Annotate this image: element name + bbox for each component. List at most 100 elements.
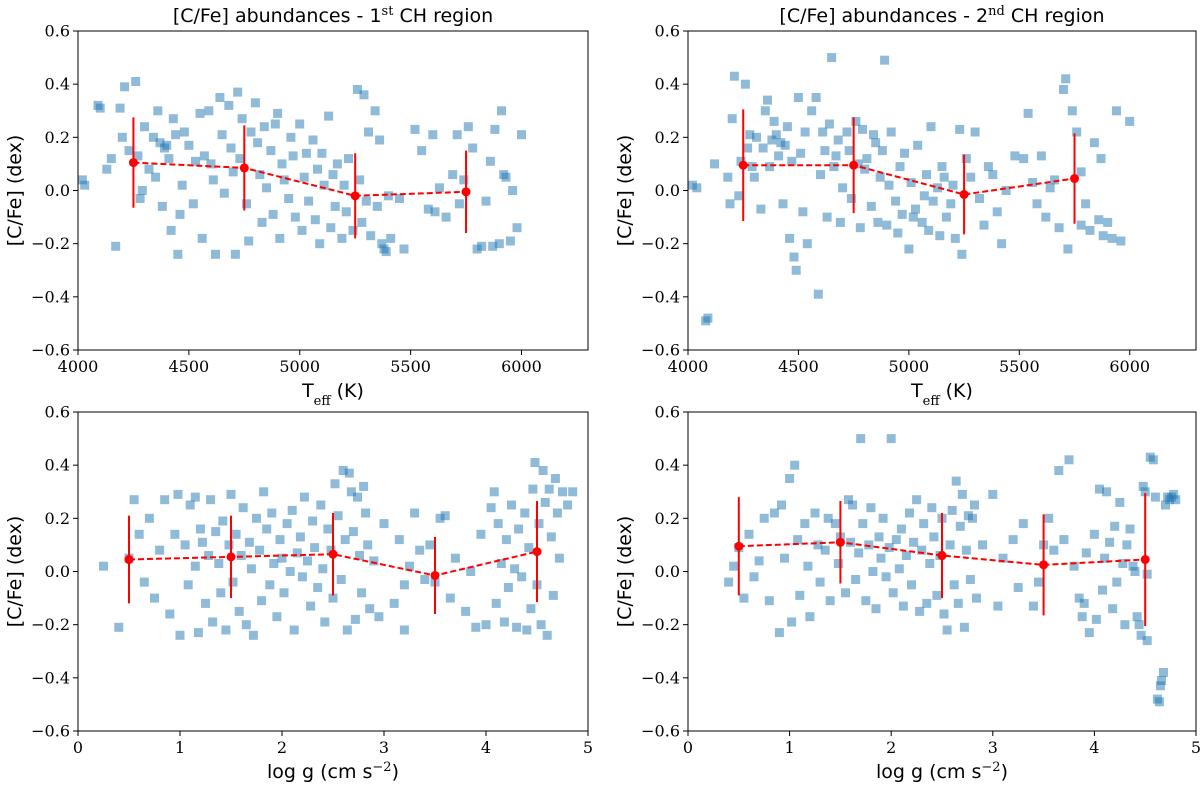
data-point bbox=[218, 516, 228, 526]
data-point bbox=[466, 567, 476, 576]
panel-bottom-left: 0 1 2 3 4 5 −0.6 −0.4 −0.2 0.0 0.2 0.4 0.6 log g (cm … bbox=[4, 403, 593, 784]
data-point bbox=[833, 135, 843, 145]
data-point bbox=[405, 561, 414, 571]
data-point bbox=[1079, 598, 1089, 608]
data-point bbox=[481, 620, 491, 630]
data-point bbox=[1067, 106, 1077, 116]
data-point bbox=[1018, 519, 1028, 529]
data-point bbox=[168, 114, 178, 124]
data-point bbox=[197, 233, 207, 243]
data-point bbox=[326, 223, 336, 233]
data-point bbox=[279, 588, 289, 598]
data-point bbox=[881, 572, 891, 582]
data-point bbox=[285, 567, 295, 576]
data-point bbox=[481, 196, 491, 206]
x-axis-label-rest: (K) bbox=[331, 380, 364, 402]
data-point bbox=[1045, 183, 1055, 193]
data-point bbox=[939, 172, 949, 182]
data-point bbox=[269, 559, 279, 568]
data-point bbox=[949, 580, 959, 590]
x-tick-label: 4500 bbox=[778, 357, 819, 376]
data-point bbox=[1128, 561, 1138, 571]
mean-point bbox=[937, 551, 947, 561]
data-point bbox=[873, 217, 883, 227]
data-point bbox=[927, 503, 937, 513]
data-point bbox=[208, 617, 218, 627]
data-point bbox=[117, 132, 127, 142]
data-point bbox=[831, 151, 841, 161]
data-point bbox=[106, 154, 116, 164]
data-point bbox=[338, 466, 348, 475]
data-point bbox=[193, 628, 203, 638]
data-point bbox=[206, 495, 216, 505]
y-tick-label: −0.2 bbox=[641, 615, 680, 634]
data-point bbox=[935, 231, 945, 241]
mean-point bbox=[738, 160, 748, 170]
data-point bbox=[534, 519, 544, 529]
y-tick-label: −0.4 bbox=[641, 668, 680, 687]
data-point bbox=[512, 622, 522, 632]
data-point bbox=[415, 545, 425, 555]
data-point bbox=[306, 601, 316, 611]
data-point bbox=[115, 103, 125, 113]
data-point bbox=[780, 553, 789, 563]
data-point bbox=[1072, 127, 1082, 137]
data-point bbox=[978, 540, 988, 550]
data-point bbox=[238, 503, 248, 513]
data-point bbox=[791, 265, 801, 275]
data-point bbox=[134, 529, 144, 539]
y-tick-label: 0.0 bbox=[655, 562, 680, 581]
data-point bbox=[815, 577, 825, 587]
x-axis-label-subscript: eff bbox=[314, 394, 333, 409]
data-point bbox=[844, 146, 854, 156]
data-point bbox=[835, 217, 845, 227]
data-point bbox=[275, 535, 285, 545]
y-tick-label: 0.4 bbox=[655, 456, 680, 475]
data-point bbox=[764, 596, 774, 606]
data-point bbox=[833, 559, 843, 568]
data-point bbox=[157, 201, 167, 211]
data-point bbox=[749, 572, 759, 582]
x-tick-label: 6000 bbox=[1109, 357, 1150, 376]
data-point bbox=[219, 188, 229, 198]
data-point bbox=[173, 489, 183, 499]
data-point bbox=[948, 180, 958, 190]
data-point bbox=[185, 500, 195, 510]
data-point bbox=[236, 551, 246, 560]
x-tick-label: 4500 bbox=[169, 357, 210, 376]
data-point bbox=[268, 209, 278, 219]
data-point bbox=[842, 127, 852, 137]
data-point bbox=[841, 588, 850, 598]
data-point bbox=[282, 519, 292, 529]
data-point bbox=[1150, 492, 1160, 502]
data-point bbox=[774, 628, 784, 638]
data-point bbox=[983, 162, 993, 172]
data-point bbox=[893, 228, 903, 238]
data-point bbox=[434, 183, 444, 193]
data-point bbox=[344, 468, 354, 478]
y-tick-label: −0.6 bbox=[31, 722, 70, 741]
data-point bbox=[171, 130, 181, 140]
data-point bbox=[827, 53, 837, 63]
data-point bbox=[846, 537, 856, 547]
y-tick-label: −0.2 bbox=[31, 615, 70, 634]
y-axis-label: [C/Fe] (dex) bbox=[4, 135, 26, 247]
data-point bbox=[825, 596, 835, 606]
data-point bbox=[727, 114, 737, 124]
data-point bbox=[915, 606, 925, 616]
data-point bbox=[1019, 154, 1029, 164]
x-axis-label: Teff (K) bbox=[301, 380, 364, 409]
x-tick-label: 4 bbox=[481, 738, 491, 757]
data-point bbox=[874, 532, 884, 542]
data-point bbox=[216, 588, 226, 598]
data-point bbox=[450, 553, 460, 563]
data-point bbox=[911, 204, 920, 214]
data-point bbox=[244, 537, 254, 547]
x-tick-label: 5500 bbox=[390, 357, 431, 376]
x-tick-label: 3 bbox=[379, 738, 389, 757]
data-point bbox=[1107, 233, 1117, 243]
data-point bbox=[332, 159, 342, 169]
data-point bbox=[452, 130, 462, 140]
data-point bbox=[217, 130, 227, 140]
data-point bbox=[1013, 583, 1023, 592]
